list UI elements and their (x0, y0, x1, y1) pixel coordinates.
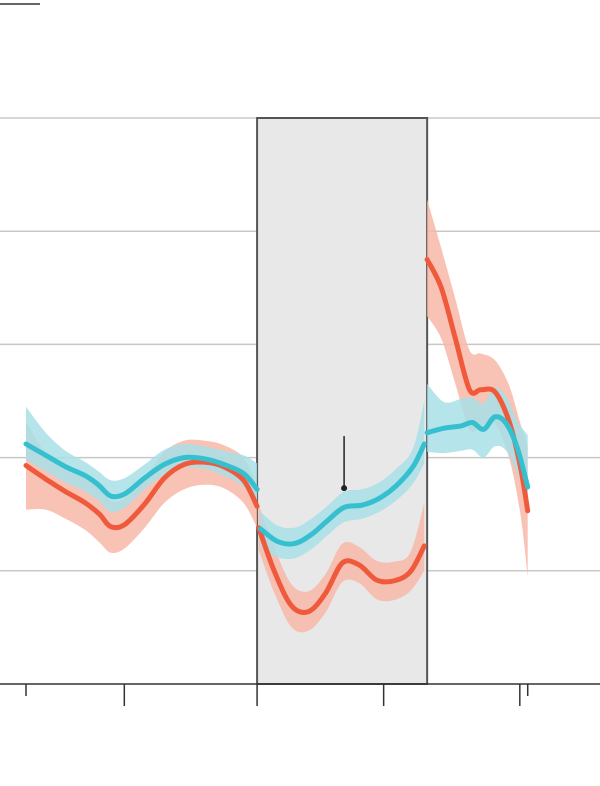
x-axis (0, 683, 600, 706)
teal-band-2 (427, 384, 528, 503)
teal-band-0 (26, 406, 258, 513)
teal-line-0 (23, 441, 260, 500)
annotation (341, 436, 348, 492)
red-band-2 (427, 199, 528, 577)
teal-line-1 (258, 441, 427, 547)
red-line-1 (256, 525, 427, 615)
annotation-dot (341, 485, 348, 492)
teal-line-2 (424, 414, 531, 490)
series-lines (23, 257, 531, 615)
